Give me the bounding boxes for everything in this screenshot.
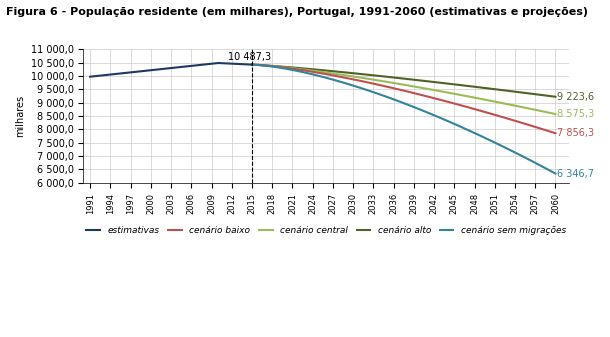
Text: Figura 6 - População residente (em milhares), Portugal, 1991-2060 (estimativas e: Figura 6 - População residente (em milha… <box>6 7 588 17</box>
Text: 9 223,6: 9 223,6 <box>558 92 595 102</box>
Y-axis label: milhares: milhares <box>15 95 25 137</box>
Text: 7 856,3: 7 856,3 <box>558 128 595 138</box>
Text: 6 346,7: 6 346,7 <box>558 168 595 179</box>
Text: 10 487,3: 10 487,3 <box>228 52 271 62</box>
Legend: estimativas, cenário baixo, cenário central, cenário alto, cenário sem migrações: estimativas, cenário baixo, cenário cent… <box>83 222 570 238</box>
Text: 8 575,3: 8 575,3 <box>558 109 595 119</box>
